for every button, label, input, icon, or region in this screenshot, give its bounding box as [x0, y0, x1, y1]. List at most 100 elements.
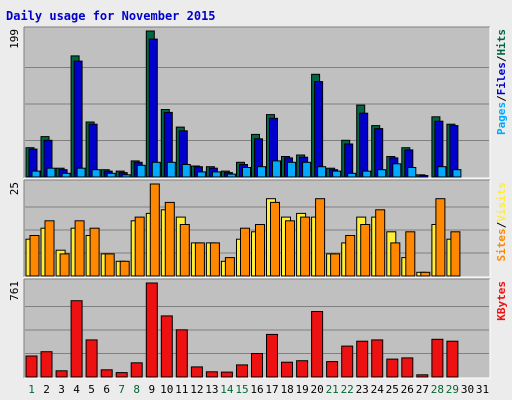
bar-sites-day-5	[89, 227, 100, 277]
legend-entry: Hits	[495, 29, 508, 56]
bar-pages-day-7	[121, 174, 131, 178]
bar-files-day-22	[344, 143, 354, 178]
bar-kbytes-day-16	[251, 353, 263, 378]
bar-kbytes-day-27	[416, 374, 429, 378]
bar-pages-day-8	[136, 164, 146, 178]
bar-pages-day-1	[31, 170, 41, 178]
x-tick-label-day-4: 4	[73, 383, 80, 396]
chart-title: Daily usage for November 2015	[6, 9, 216, 23]
bar-pages-day-16	[257, 166, 266, 178]
x-tick-label-day-3: 3	[58, 383, 65, 396]
bar-pages-day-5	[91, 169, 101, 178]
legend-entry: /	[495, 55, 508, 62]
x-tick-label-day-8: 8	[133, 383, 140, 396]
x-tick-label-day-19: 19	[295, 383, 308, 396]
bar-kbytes-day-9	[145, 282, 158, 378]
legend-entry: Files	[495, 62, 508, 95]
bar-sites-day-27	[420, 271, 431, 277]
bar-sites-day-26	[405, 231, 416, 277]
bar-kbytes-day-3	[55, 370, 68, 378]
x-tick-label-day-17: 17	[265, 383, 278, 396]
bar-sites-day-19	[300, 216, 311, 277]
x-tick-label-day-6: 6	[103, 383, 110, 396]
bar-sites-day-7	[119, 260, 130, 277]
legend-entry: Sites	[495, 228, 508, 261]
bar-pages-day-11	[181, 164, 191, 178]
bar-pages-day-10	[166, 161, 176, 178]
bar-kbytes-day-1	[25, 355, 38, 378]
bar-kbytes-day-12	[190, 366, 203, 378]
x-tick-label-day-28: 28	[431, 383, 444, 396]
legend-entry: /	[495, 221, 508, 228]
bar-pages-day-17	[272, 160, 281, 178]
legend-entry: Visits	[495, 182, 508, 222]
x-tick-label-day-25: 25	[386, 383, 399, 396]
bar-pages-day-18	[287, 161, 296, 178]
bar-kbytes-day-24	[371, 339, 384, 378]
bar-kbytes-day-20	[311, 311, 324, 378]
x-tick-label-day-14: 14	[220, 383, 234, 396]
bar-pages-day-23	[362, 170, 372, 178]
bar-kbytes-day-26	[401, 357, 414, 378]
x-tick-label-day-24: 24	[371, 383, 385, 396]
bar-sites-day-21	[330, 253, 341, 277]
x-tick-label-day-21: 21	[326, 383, 339, 396]
x-tick-label-day-15: 15	[235, 383, 248, 396]
x-tick-label-day-2: 2	[43, 383, 50, 396]
bar-kbytes-day-13	[205, 371, 218, 378]
bar-pages-day-28	[437, 166, 447, 178]
bar-pages-day-12	[196, 171, 206, 178]
x-tick-label-day-16: 16	[250, 383, 263, 396]
bar-pages-day-25	[392, 163, 402, 178]
x-tick-label-day-18: 18	[280, 383, 293, 396]
bar-kbytes-day-28	[431, 338, 444, 378]
x-tick-label-day-7: 7	[118, 383, 125, 396]
bar-pages-day-2	[46, 167, 56, 178]
bar-kbytes-day-29	[446, 340, 459, 378]
bar-sites-day-25	[390, 242, 401, 277]
bar-sites-day-24	[375, 209, 386, 277]
x-tick-label-day-10: 10	[160, 383, 173, 396]
bar-files-day-23	[359, 112, 369, 178]
bar-sites-day-14	[224, 257, 235, 277]
bar-kbytes-day-21	[326, 361, 339, 378]
bar-kbytes-day-6	[100, 369, 113, 378]
x-tick-label-day-20: 20	[310, 383, 323, 396]
bar-sites-day-15	[240, 227, 250, 277]
bar-kbytes-day-17	[266, 333, 278, 378]
x-tick-label-day-30: 30	[461, 383, 474, 396]
x-tick-label-day-29: 29	[446, 383, 459, 396]
x-tick-label-day-1: 1	[28, 383, 35, 396]
bar-pages-day-6	[106, 172, 116, 178]
bar-pages-day-22	[347, 172, 357, 178]
bar-kbytes-day-10	[160, 315, 173, 378]
bar-kbytes-day-25	[386, 358, 399, 378]
bar-kbytes-day-23	[356, 340, 369, 378]
x-tick-label-day-31: 31	[476, 383, 489, 396]
bar-sites-day-6	[104, 253, 115, 277]
bar-kbytes-day-4	[70, 300, 83, 378]
x-tick-label-day-27: 27	[416, 383, 429, 396]
panel-kbytes: 761 KBytes	[8, 278, 508, 379]
bar-pages-day-29	[452, 169, 462, 178]
bar-sites-day-20	[315, 198, 326, 277]
x-tick-label-day-22: 22	[341, 383, 354, 396]
bar-sites-day-16	[255, 224, 265, 277]
bar-pages-day-21	[332, 170, 342, 178]
bar-kbytes-day-18	[281, 361, 293, 378]
bar-pages-day-14	[226, 173, 236, 178]
bar-kbytes-day-7	[115, 372, 128, 378]
series-sites	[29, 183, 461, 277]
bar-files-day-5	[88, 123, 98, 178]
bar-kbytes-day-14	[220, 371, 233, 378]
x-tick-label-day-5: 5	[88, 383, 95, 396]
panel-visits-sites: 25 Sites/Visits	[8, 179, 508, 278]
bar-pages-day-24	[377, 169, 387, 178]
bar-pages-day-26	[407, 167, 417, 178]
bar-kbytes-day-19	[296, 360, 309, 378]
y-axis-max-label: 25	[8, 182, 21, 195]
